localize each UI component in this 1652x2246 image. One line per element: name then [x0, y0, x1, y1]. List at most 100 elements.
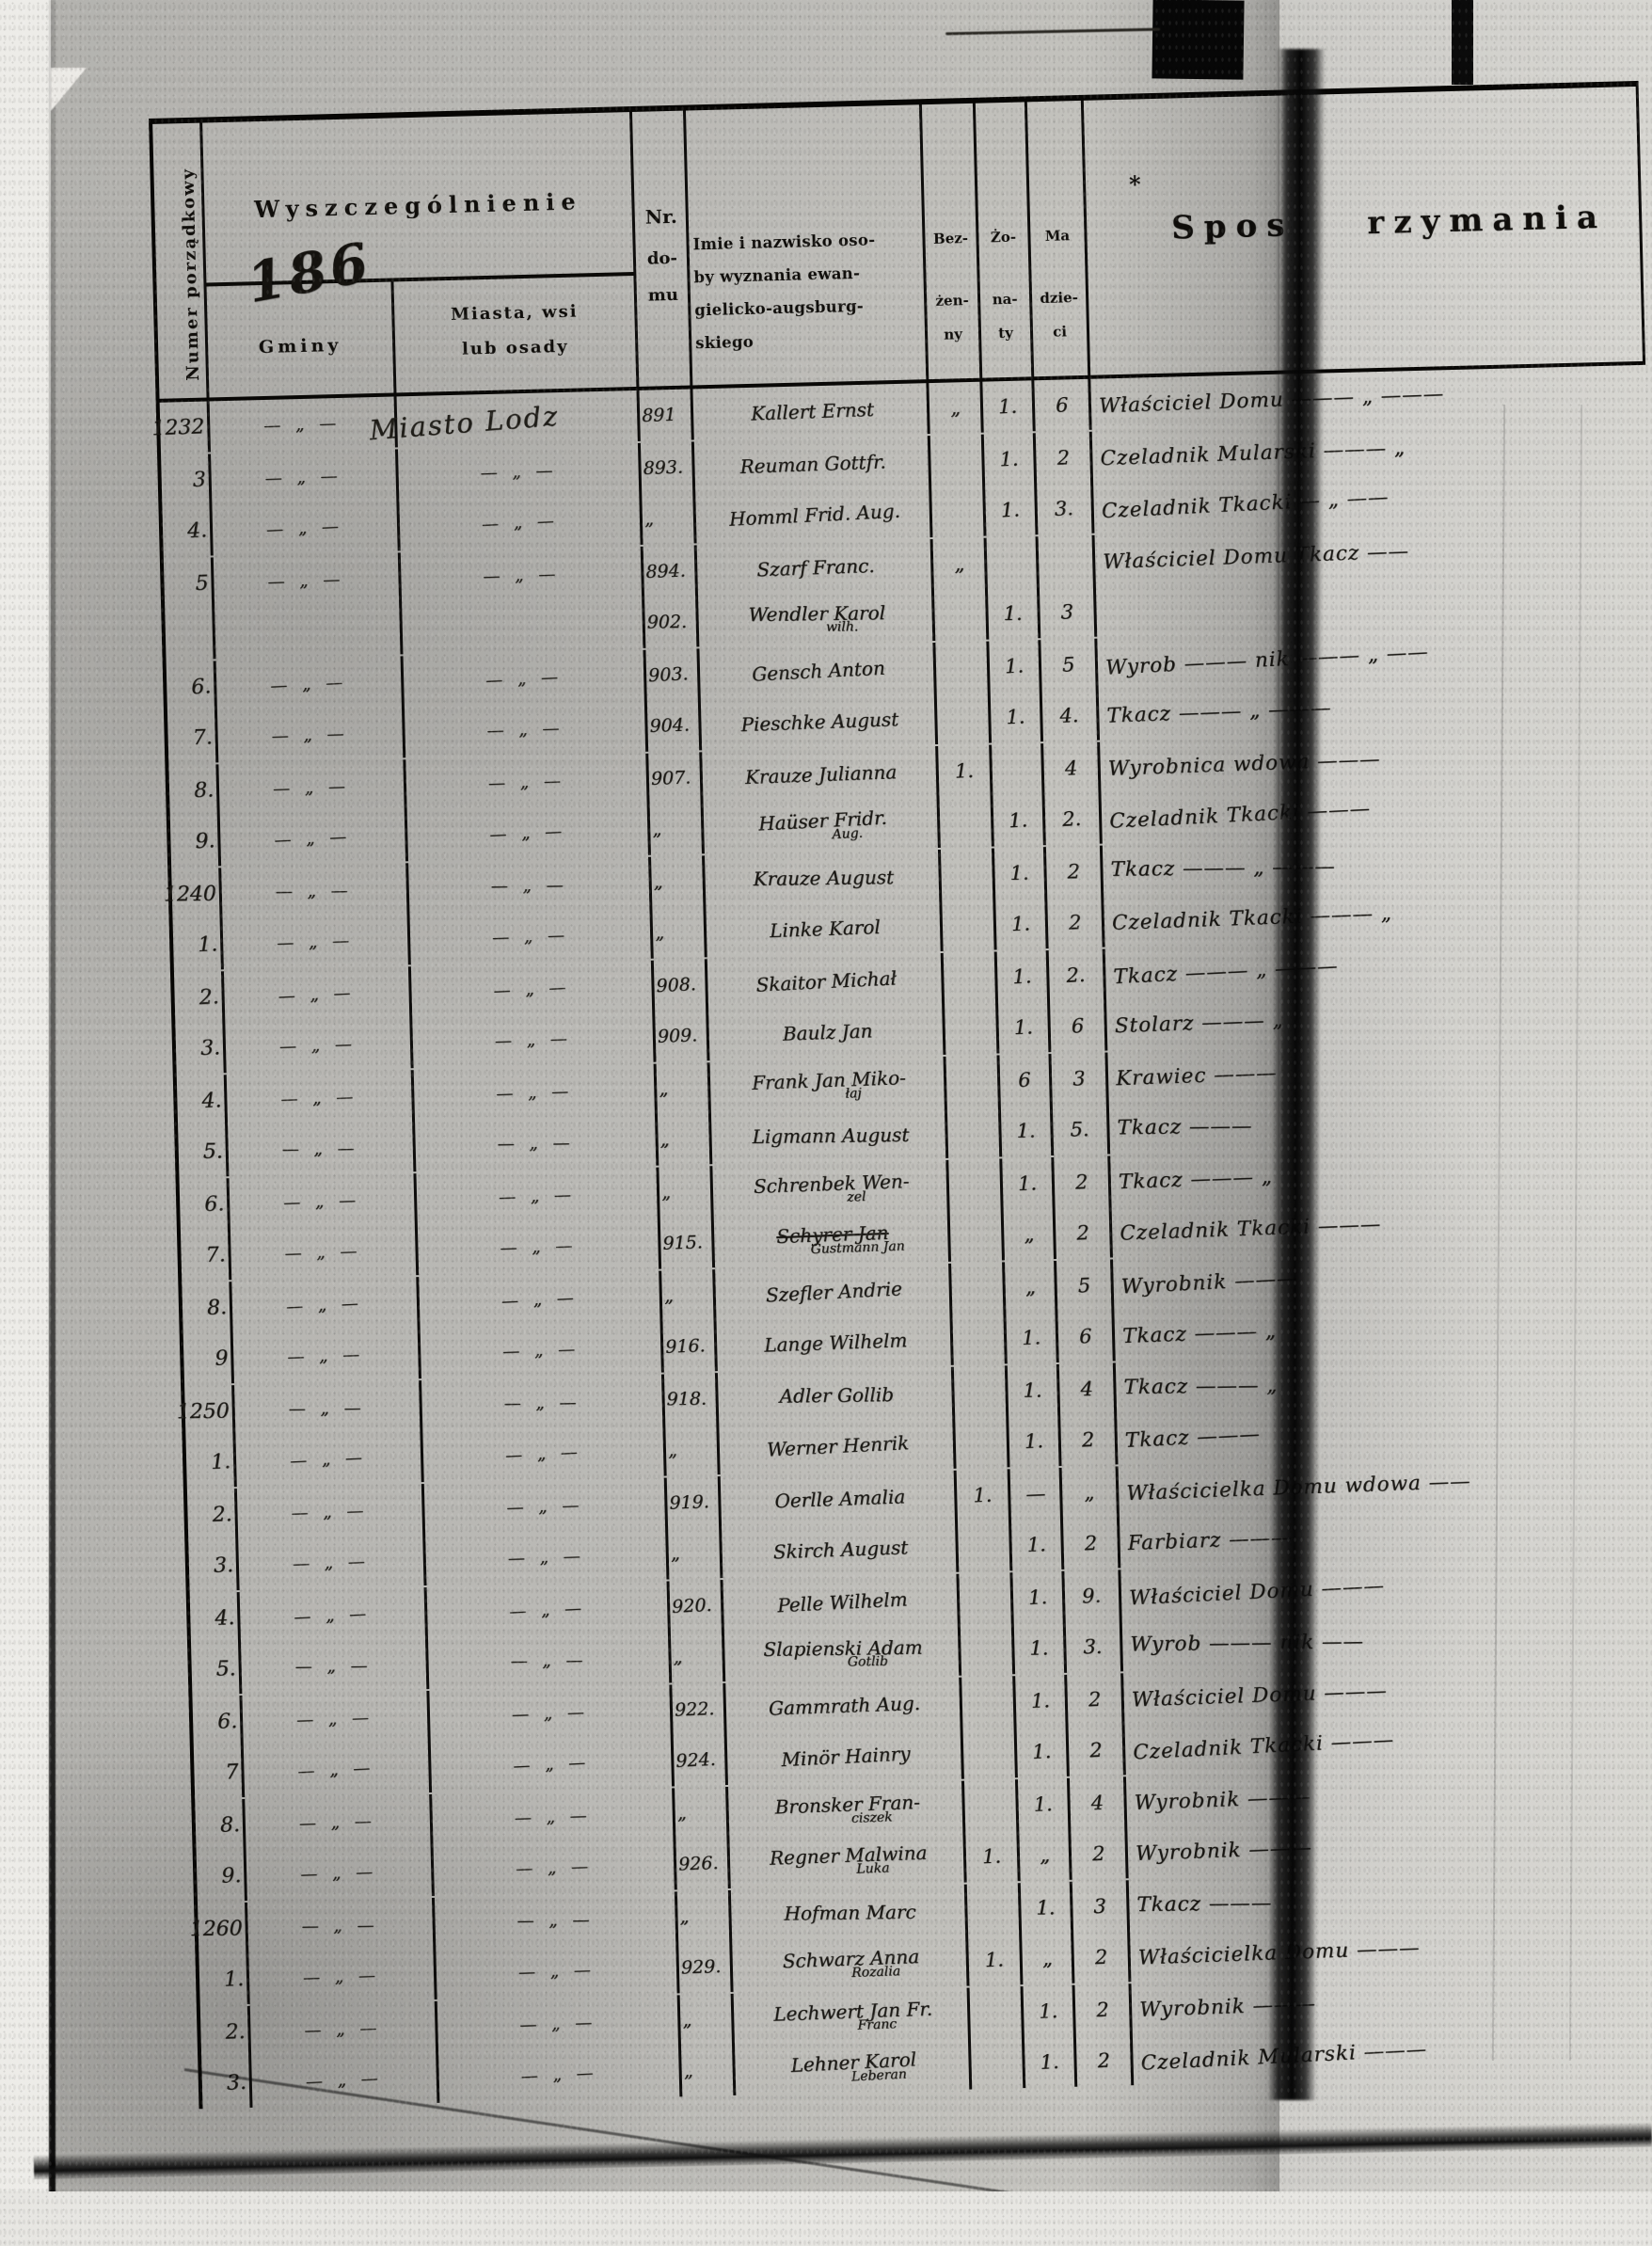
name-cell: Schwarz Anna Rozalia — [732, 1935, 970, 1992]
married-cell: 1. — [987, 587, 1041, 640]
name-cell: Minör Hainry — [726, 1728, 964, 1785]
name-cell: Gensch Anton — [699, 643, 937, 700]
single-cell — [953, 1365, 1009, 1418]
married-cell: 1. — [998, 1001, 1052, 1054]
name-cell: Regner Malwina Luka — [729, 1831, 967, 1888]
house-number-cell: „ — [657, 1113, 713, 1166]
commune-cell: — „ — — [211, 449, 400, 505]
single-cell — [960, 1623, 1016, 1676]
house-number-cell: 924. — [673, 1733, 729, 1787]
town-label-line1: Miasta, wsi — [450, 301, 579, 325]
row-number-cell: 4. — [162, 504, 214, 557]
name-cell: Lehner Karol Leberan — [734, 2038, 973, 2095]
town-cell: — „ — — [422, 1425, 667, 1483]
name-cell: Ligmann August — [710, 1107, 949, 1165]
town-cell: — „ — — [420, 1321, 664, 1379]
name-cell: Oerlle Amalia — [720, 1470, 958, 1528]
register-table: Numer porządkowy Wyszczególnienie Gminy … — [149, 80, 1652, 2110]
married-cell: 1. — [1020, 1881, 1074, 1935]
house-number-cell: „ — [642, 492, 697, 545]
house-number-cell: „ — [679, 1993, 735, 2047]
married-cell: 1. — [1016, 1725, 1070, 1778]
married-cell: „ — [1003, 1207, 1056, 1261]
married-cell: 1. — [1017, 1777, 1072, 1831]
name-cell: Haüser Fridr. Aug. — [703, 796, 941, 854]
town-cell: — „ — — [412, 1011, 657, 1069]
house-number-cell: 894. — [643, 545, 699, 597]
house-number-cell: „ — [649, 803, 705, 855]
single-cell: 1. — [965, 1830, 1021, 1883]
commune-cell: — „ — — [249, 2000, 439, 2057]
house-number-cell: „ — [676, 1889, 733, 1943]
commune-cell: — „ — — [228, 1121, 417, 1177]
married-cell: 1. — [990, 691, 1044, 743]
single-cell — [957, 1520, 1013, 1572]
commune-cell: — „ — — [218, 759, 407, 816]
name-cell: Gammrath Aug. — [725, 1677, 963, 1734]
commune-label: Gminy — [258, 334, 342, 358]
name-cell: Reuman Gottfr. — [693, 436, 932, 493]
married-cell: 1. — [995, 898, 1049, 950]
married-cell: 1. — [1013, 1621, 1068, 1675]
married-cell: „ — [1005, 1260, 1058, 1314]
row-number-cell: 3. — [188, 1539, 240, 1592]
black-mount-tab-small — [1452, 0, 1473, 85]
single-cell — [939, 795, 994, 848]
house-number-cell: 902. — [644, 596, 700, 648]
single-label-line2: żen- — [935, 291, 969, 310]
paper-edge-shadow — [49, 0, 56, 2192]
commune-cell: — „ — — [231, 1277, 421, 1333]
commune-cell: — „ — — [219, 810, 409, 867]
town-cell: — „ — — [403, 649, 647, 708]
commune-cell: — „ — — [246, 1844, 435, 1901]
single-label-line3: ny — [944, 325, 963, 343]
name-label-line1: Imie i nazwisko oso- — [692, 231, 876, 254]
single-cell — [940, 848, 996, 900]
header-house-number-column: Nr. do- mu — [631, 110, 693, 387]
book-fold-crease — [1267, 48, 1326, 2101]
name-cell: Skaitor Michał — [707, 952, 945, 1011]
commune-cell: — „ — — [241, 1638, 430, 1695]
town-cell: — „ — — [405, 753, 650, 811]
commune-cell: — „ — — [229, 1173, 418, 1230]
row-number-cell: 7. — [180, 1229, 232, 1282]
table-header: Numer porządkowy Wyszczególnienie Gminy … — [152, 86, 1646, 403]
house-number-cell: 922. — [672, 1683, 727, 1736]
single-cell — [949, 1209, 1005, 1262]
row-number-cell: 7. — [167, 711, 219, 764]
married-cell: 1. — [1023, 1984, 1076, 2038]
town-cell: — „ — — [399, 493, 643, 551]
married-label-line3: ty — [997, 324, 1014, 342]
row-number-cell: 1240 — [164, 868, 223, 920]
town-cell: — „ — — [438, 2046, 683, 2103]
row-number-cell: 1. — [185, 1436, 237, 1489]
scanner-margin-left — [0, 0, 51, 2246]
row-number-cell: 6. — [166, 661, 217, 713]
single-cell — [943, 951, 999, 1004]
table-body: 1232— „ — Miasto Lodz 891 Kallert Ernst „ 1. 6… — [151, 365, 1652, 2110]
commune-cell: — „ — — [245, 1793, 434, 1850]
name-cell: Pelle Wilhelm — [723, 1573, 961, 1632]
single-cell — [935, 641, 991, 693]
single-cell — [966, 1883, 1023, 1935]
row-number-cell: 2. — [186, 1489, 239, 1541]
name-label-line4: skiego — [694, 332, 755, 353]
house-number-cell: 904. — [646, 699, 703, 752]
name-cell: Schyrer Jan Gustmann Jan — [713, 1210, 952, 1268]
row-number-cell: 4. — [176, 1075, 229, 1127]
house-number-cell: „ — [668, 1527, 723, 1580]
commune-cell: — „ — — [221, 863, 410, 919]
town-cell: — „ — — [425, 1528, 670, 1586]
house-number-label-line3: mu — [647, 284, 679, 306]
married-cell: 1. — [1007, 1363, 1061, 1417]
town-cell: — „ — — [413, 1063, 658, 1122]
row-number-cell: 1232 — [151, 401, 211, 454]
commune-cell: — „ — — [243, 1741, 433, 1797]
commune-cell: — „ — — [251, 2051, 440, 2108]
married-label-line1: Żo- — [990, 228, 1017, 246]
commune-cell: — „ — — [234, 1380, 423, 1437]
single-cell — [945, 1055, 1001, 1107]
house-number-cell: 926. — [675, 1837, 731, 1890]
house-number-cell: 918. — [663, 1373, 720, 1426]
row-number-cell: 3 — [161, 454, 213, 506]
